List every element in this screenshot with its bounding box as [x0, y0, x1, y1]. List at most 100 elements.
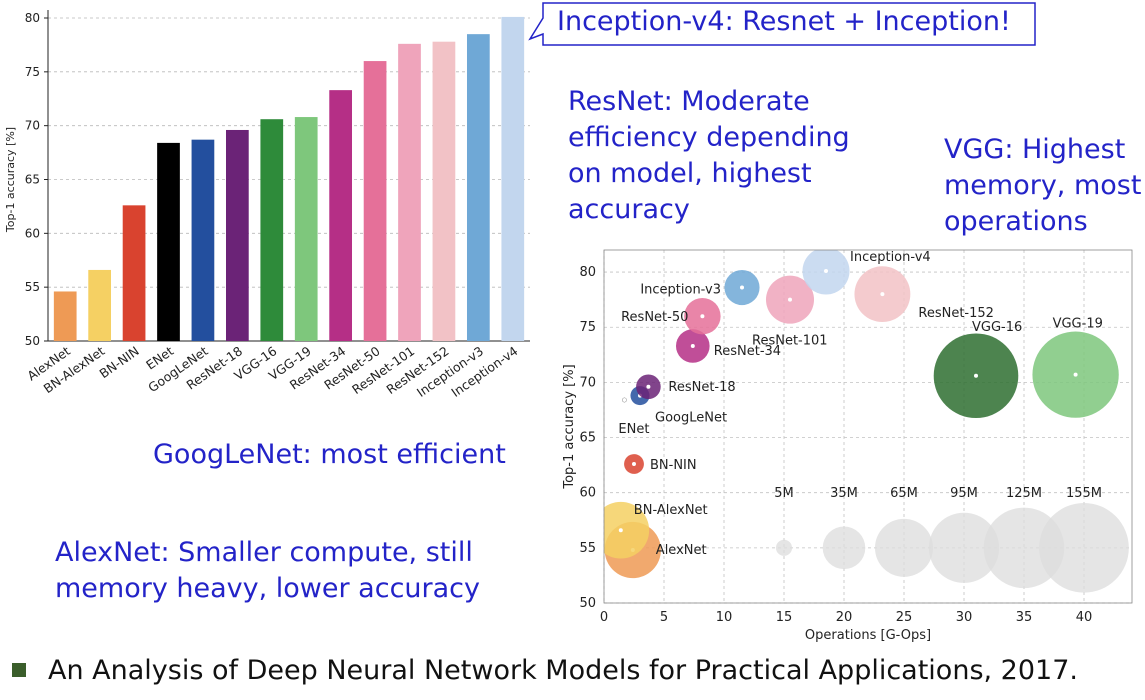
y-tick-label: 75 [25, 65, 40, 79]
bar-bn-nin [122, 205, 146, 341]
bubble-center [740, 285, 744, 290]
note-alexnet-line-2: memory heavy, lower accuracy [55, 573, 480, 604]
size-legend-bubble [928, 512, 1000, 583]
point-label: BN-AlexNet [634, 503, 708, 518]
bubble-center [788, 297, 792, 302]
bar-resnet-152 [432, 41, 456, 341]
y-tick-label: 75 [579, 320, 596, 335]
note-resnet: ResNet: Moderate efficiency depending on… [568, 84, 850, 228]
footer-text: An Analysis of Deep Neural Network Model… [48, 654, 1078, 686]
note-vgg-line-1: VGG: Highest [944, 134, 1126, 165]
plot-frame [603, 249, 1133, 604]
y-tick-label: 55 [25, 280, 40, 294]
size-legend-label: 35M [830, 486, 858, 501]
x-axis-label: Operations [G-Ops] [805, 628, 931, 643]
bubble-center [618, 528, 623, 533]
note-vgg-line-3: operations [944, 206, 1088, 237]
bubble-center [632, 462, 636, 467]
y-axis-label: Top-1 accuracy [%] [562, 364, 577, 489]
y-tick-label: 60 [579, 486, 596, 501]
y-tick-label: 65 [579, 431, 596, 446]
y-tick-label: 50 [25, 334, 40, 348]
point-label: ResNet-50 [621, 310, 688, 325]
note-resnet-line-4: accuracy [568, 194, 690, 225]
point-label: GoogLeNet [655, 411, 727, 426]
point-label: Inception-v3 [640, 283, 721, 298]
y-tick-label: 80 [25, 11, 40, 25]
bubble-center [622, 398, 627, 403]
y-tick-label: 50 [579, 596, 596, 611]
size-legend-label: 5M [774, 486, 794, 501]
note-alexnet: AlexNet: Smaller compute, still memory h… [55, 535, 480, 607]
point-label: ResNet-34 [714, 344, 781, 359]
size-legend-bubble [1039, 503, 1129, 593]
y-tick-label: 55 [579, 541, 596, 556]
bubble-center [974, 373, 978, 378]
bubble-center [700, 314, 705, 319]
y-tick-label: 60 [25, 226, 40, 240]
size-legend-bubble [775, 539, 793, 556]
x-tick-label: 30 [956, 610, 973, 625]
point-label: VGG-16 [972, 320, 1022, 335]
y-tick-label: 70 [579, 375, 596, 390]
x-tick-label: 10 [716, 610, 733, 625]
note-resnet-line-2: efficiency depending [568, 122, 850, 153]
size-legend-bubble [822, 526, 866, 570]
y-tick-label: 70 [25, 119, 40, 133]
note-vgg-line-2: memory, most [944, 170, 1142, 201]
callout-frame [528, 2, 1036, 46]
x-tick-label: 5 [660, 610, 668, 625]
bar-inception-v4 [501, 16, 525, 341]
point-label: AlexNet [656, 543, 707, 558]
bubble-bn-alexnet [604, 501, 650, 559]
x-tick-label: 15 [776, 610, 793, 625]
callout-box: Inception-v4: Resnet + Inception! [528, 2, 1036, 46]
note-alexnet-line-1: AlexNet: Smaller compute, still [55, 537, 473, 568]
y-tick-label: 80 [579, 265, 596, 280]
bubble-center [880, 292, 885, 297]
y-tick-label: 65 [25, 173, 40, 187]
size-legend-bubble [874, 518, 934, 577]
note-resnet-line-1: ResNet: Moderate [568, 86, 810, 117]
y-axis-label: Top-1 accuracy [%] [4, 127, 17, 233]
bar-resnet-34 [329, 90, 353, 342]
x-tick-label: 0 [600, 610, 608, 625]
x-tick-label: BN-NIN [96, 343, 141, 381]
size-legend-label: 155M [1066, 486, 1102, 501]
point-label: ResNet-101 [752, 334, 828, 349]
point-label: ResNet-18 [668, 380, 735, 395]
size-legend-label: 65M [890, 486, 918, 501]
bar-inception-v3 [466, 34, 490, 342]
bar-bn-alexnet [88, 269, 112, 341]
bubble-center [824, 268, 828, 273]
bar-resnet-18 [225, 129, 249, 341]
bar-vgg-16 [260, 119, 284, 341]
bubble-center [646, 384, 651, 389]
note-vgg: VGG: Highest memory, most operations [944, 132, 1141, 240]
bar-alexnet [53, 291, 77, 341]
bubble-layer [604, 250, 1129, 593]
callout-text: Inception-v4: Resnet + Inception! [557, 6, 1011, 37]
bar-googlenet [191, 139, 215, 341]
bubble-center [1073, 372, 1078, 377]
bar-resnet-50 [363, 61, 387, 342]
note-googlenet: GoogLeNet: most efficient [153, 439, 506, 470]
size-legend-label: 125M [1006, 486, 1042, 501]
x-tick-label: 40 [1076, 610, 1093, 625]
bar-resnet-101 [398, 43, 421, 342]
bar-vgg-19 [294, 117, 318, 341]
x-tick-label: 20 [836, 610, 853, 625]
bubble-chart: 50 55 60 65 70 75 80 0 5 10 15 20 25 30 35 40 5M 35M 65M 95… [562, 249, 1133, 643]
bullet-square-icon [12, 663, 26, 677]
point-label: Inception-v4 [850, 250, 931, 265]
bubble-center [690, 343, 695, 348]
point-label: ResNet-152 [918, 306, 994, 321]
note-resnet-line-3: on model, highest [568, 158, 812, 189]
size-legend-label: 95M [950, 486, 978, 501]
point-label: ENet [618, 422, 649, 437]
bar-enet [157, 142, 180, 341]
footer-citation: An Analysis of Deep Neural Network Model… [12, 650, 1078, 690]
x-tick-label: 25 [896, 610, 913, 625]
x-tick-label: 35 [1016, 610, 1033, 625]
